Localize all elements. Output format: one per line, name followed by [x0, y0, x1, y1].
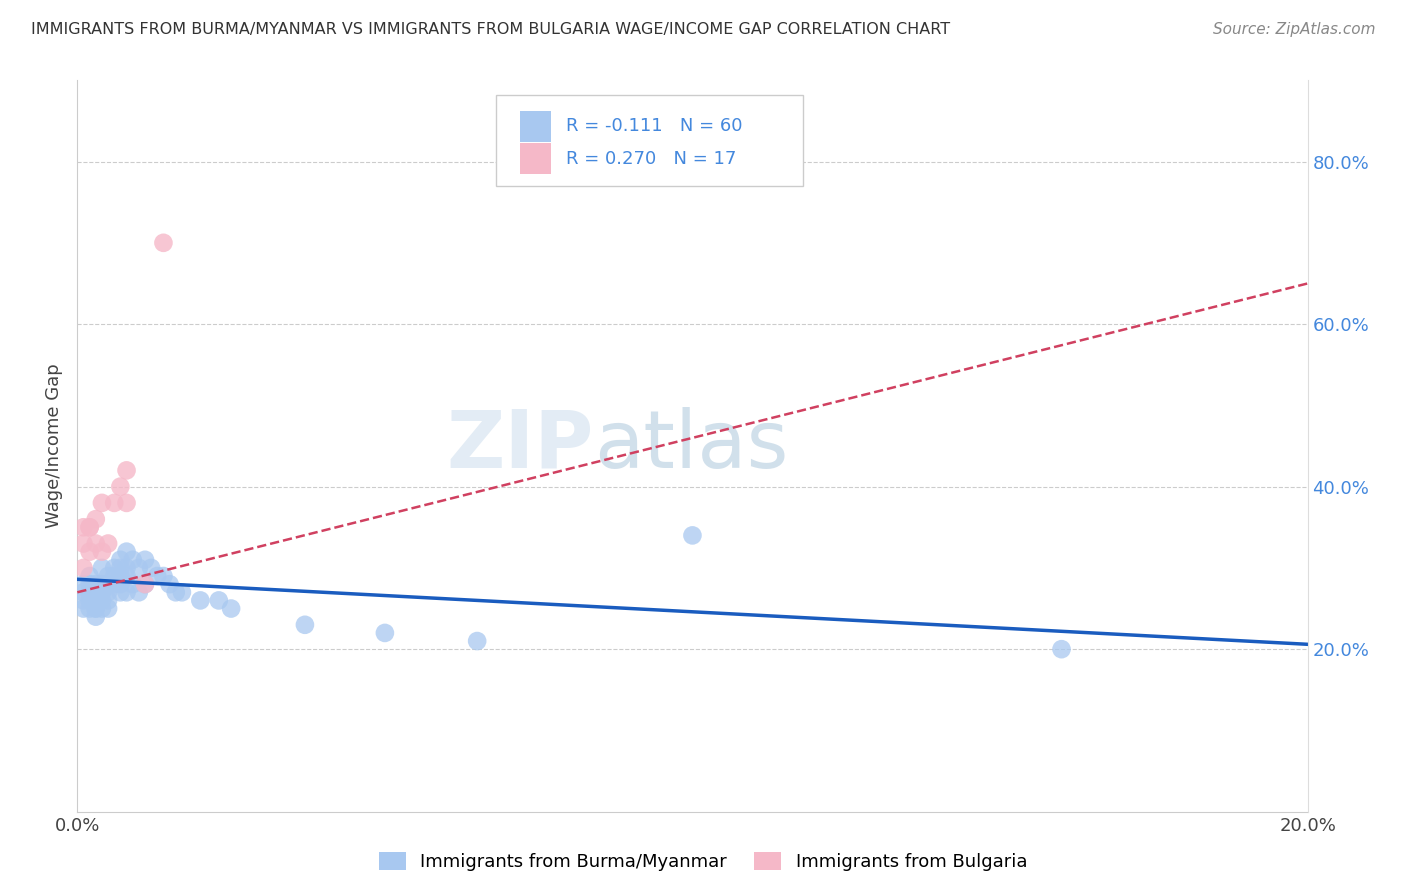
- Point: [72, 577, 94, 591]
- Text: R = 0.270   N = 17: R = 0.270 N = 17: [565, 150, 737, 168]
- Point: [170, 585, 193, 599]
- Point: [219, 601, 242, 615]
- Point: [84, 585, 107, 599]
- Point: [90, 585, 114, 599]
- Point: [90, 544, 114, 558]
- Point: [115, 496, 138, 510]
- Text: IMMIGRANTS FROM BURMA/MYANMAR VS IMMIGRANTS FROM BULGARIA WAGE/INCOME GAP CORREL: IMMIGRANTS FROM BURMA/MYANMAR VS IMMIGRA…: [31, 22, 950, 37]
- Point: [84, 593, 107, 607]
- Point: [103, 569, 125, 583]
- Point: [152, 569, 174, 583]
- Point: [84, 577, 107, 591]
- Point: [90, 601, 114, 615]
- Point: [134, 553, 156, 567]
- Point: [79, 577, 101, 591]
- Point: [90, 577, 114, 591]
- Point: [97, 593, 120, 607]
- Point: [103, 561, 125, 575]
- Point: [208, 593, 231, 607]
- Point: [72, 561, 94, 575]
- Point: [134, 577, 156, 591]
- Point: [110, 585, 132, 599]
- Point: [146, 569, 169, 583]
- Point: [84, 601, 107, 615]
- Point: [84, 512, 107, 526]
- Point: [128, 561, 150, 575]
- Point: [115, 463, 138, 477]
- Point: [110, 561, 132, 575]
- Point: [84, 536, 107, 550]
- Point: [465, 634, 488, 648]
- Point: [374, 626, 396, 640]
- Point: [79, 585, 101, 599]
- Y-axis label: Wage/Income Gap: Wage/Income Gap: [45, 364, 63, 528]
- FancyBboxPatch shape: [496, 95, 803, 186]
- Point: [110, 480, 132, 494]
- Point: [84, 601, 107, 615]
- Point: [294, 617, 316, 632]
- Point: [79, 520, 101, 534]
- Point: [159, 577, 181, 591]
- Point: [90, 593, 114, 607]
- Point: [134, 577, 156, 591]
- Text: R = -0.111   N = 60: R = -0.111 N = 60: [565, 118, 742, 136]
- Point: [97, 585, 120, 599]
- Point: [121, 577, 143, 591]
- Point: [97, 569, 120, 583]
- Point: [79, 601, 101, 615]
- Legend: Immigrants from Burma/Myanmar, Immigrants from Bulgaria: Immigrants from Burma/Myanmar, Immigrant…: [371, 845, 1035, 879]
- Point: [90, 561, 114, 575]
- Point: [128, 585, 150, 599]
- Point: [72, 593, 94, 607]
- Point: [115, 569, 138, 583]
- Point: [90, 585, 114, 599]
- Point: [72, 601, 94, 615]
- Point: [115, 544, 138, 558]
- Point: [84, 585, 107, 599]
- Point: [165, 585, 187, 599]
- Point: [79, 520, 101, 534]
- Point: [103, 577, 125, 591]
- Point: [121, 553, 143, 567]
- Point: [84, 609, 107, 624]
- Point: [90, 496, 114, 510]
- Point: [188, 593, 212, 607]
- Point: [72, 585, 94, 599]
- Point: [79, 585, 101, 599]
- Point: [110, 553, 132, 567]
- Point: [682, 528, 704, 542]
- Point: [72, 536, 94, 550]
- Point: [103, 496, 125, 510]
- Point: [97, 601, 120, 615]
- Text: atlas: atlas: [595, 407, 789, 485]
- Point: [79, 593, 101, 607]
- Point: [115, 585, 138, 599]
- Text: Source: ZipAtlas.com: Source: ZipAtlas.com: [1212, 22, 1375, 37]
- Point: [79, 569, 101, 583]
- Point: [1050, 642, 1073, 657]
- Point: [141, 561, 163, 575]
- Point: [110, 577, 132, 591]
- Point: [97, 536, 120, 550]
- Text: ZIP: ZIP: [447, 407, 595, 485]
- Bar: [520, 144, 551, 174]
- Point: [152, 235, 174, 250]
- Point: [115, 561, 138, 575]
- Point: [79, 544, 101, 558]
- Point: [72, 520, 94, 534]
- Bar: [520, 111, 551, 142]
- Point: [97, 577, 120, 591]
- Point: [110, 569, 132, 583]
